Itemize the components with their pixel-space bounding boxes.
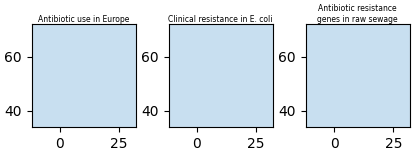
- Title: Antibiotic resistance
genes in raw sewage: Antibiotic resistance genes in raw sewag…: [317, 4, 397, 24]
- Title: Clinical resistance in E. coli: Clinical resistance in E. coli: [168, 15, 272, 24]
- Title: Antibiotic use in Europe: Antibiotic use in Europe: [38, 15, 129, 24]
